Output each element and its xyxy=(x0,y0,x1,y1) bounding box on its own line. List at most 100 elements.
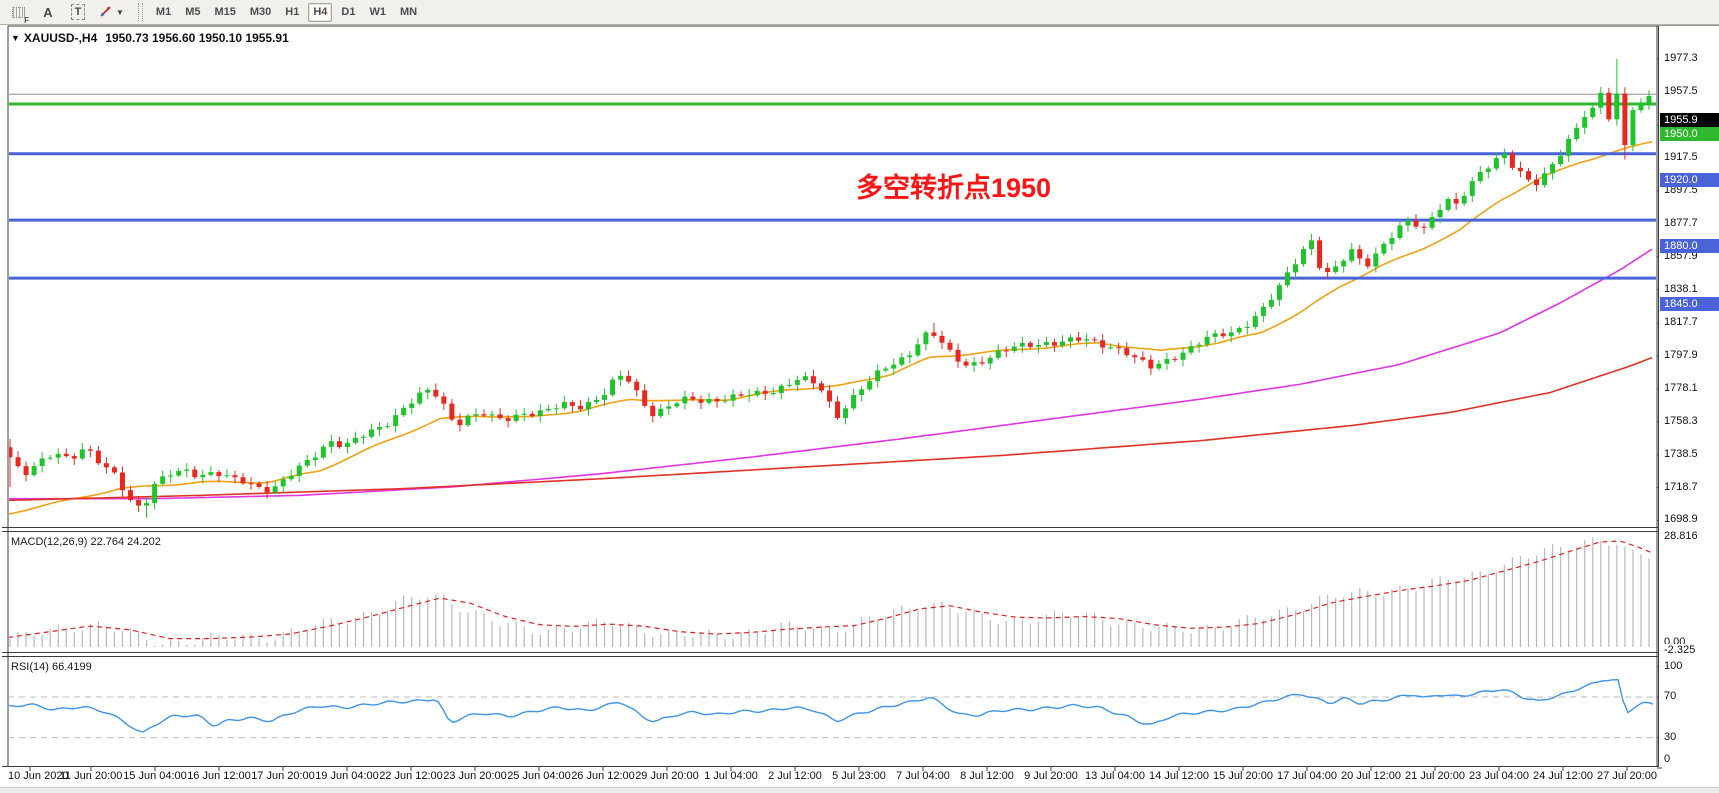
candle-body xyxy=(529,413,535,416)
candle-body xyxy=(1373,253,1379,267)
candle-body xyxy=(328,441,334,447)
candle-body xyxy=(256,483,262,487)
candle-body xyxy=(232,475,238,478)
candle-body xyxy=(1084,339,1090,341)
candle-body xyxy=(939,335,945,343)
candle-body xyxy=(899,357,905,365)
candle-body xyxy=(770,393,776,395)
candle-body xyxy=(594,399,600,403)
arrows-tool-icon[interactable]: ▼ xyxy=(98,2,124,22)
candle-body xyxy=(192,469,198,478)
candle-body xyxy=(160,476,166,484)
timeframe-button-W1[interactable]: W1 xyxy=(369,6,386,18)
time-axis[interactable]: 10 Jun 2020 11 Jun 20:00 15 Jun 04:00 16 Ju… xyxy=(0,768,1719,786)
time-axis-label: 29 Jun 20:00 xyxy=(635,770,699,782)
candle-body xyxy=(240,477,246,484)
candle-body xyxy=(794,380,800,385)
candle-body xyxy=(473,414,479,416)
candle-body xyxy=(497,414,503,419)
candle-body xyxy=(1445,198,1451,210)
candle-body xyxy=(730,394,736,401)
time-axis-label: 21 Jul 20:00 xyxy=(1405,770,1465,782)
candle-body xyxy=(706,399,712,403)
time-axis-label: 14 Jul 12:00 xyxy=(1149,770,1209,782)
candle-body xyxy=(1228,332,1234,337)
candle-body xyxy=(859,389,865,396)
candle-body xyxy=(915,344,921,356)
candle-body xyxy=(545,408,551,411)
candle-body xyxy=(39,458,45,467)
time-axis-label: 16 Jun 12:00 xyxy=(187,770,251,782)
candle-body xyxy=(1244,326,1250,329)
macd-axis-min: -2.325 xyxy=(1664,644,1696,656)
candle-body xyxy=(1413,220,1419,227)
ma-fast-orange[interactable] xyxy=(8,141,1653,515)
text-label-icon[interactable]: T xyxy=(68,2,88,22)
candle-body xyxy=(144,503,150,506)
price-tick-label: 1838.1 xyxy=(1664,282,1698,295)
candle-body xyxy=(377,426,383,430)
candle-body xyxy=(1301,249,1307,265)
candle-body xyxy=(1493,158,1499,169)
time-axis-label: 19 Jun 04:00 xyxy=(315,770,379,782)
candle-body xyxy=(1027,342,1033,347)
candle-body xyxy=(553,408,559,410)
timeframe-toolbar: M1 M5 M15 M30 H1 H4 D1 W1 MN xyxy=(151,2,422,22)
price-pane xyxy=(8,58,1656,518)
candle-body xyxy=(409,403,415,408)
candle-body xyxy=(1188,346,1194,353)
text-a-icon[interactable]: A xyxy=(43,4,53,20)
time-axis-label: 15 Jun 04:00 xyxy=(123,770,187,782)
candle-body xyxy=(1124,348,1130,356)
timeframe-button-H1[interactable]: H1 xyxy=(285,6,300,18)
time-axis-label: 27 Jul 20:00 xyxy=(1597,770,1657,782)
candle-body xyxy=(577,405,583,410)
candle-body xyxy=(650,405,656,417)
candle-body xyxy=(1525,171,1531,180)
candle-body xyxy=(1598,92,1604,108)
candle-body xyxy=(1365,258,1371,267)
candle-body xyxy=(304,459,310,466)
candle-body xyxy=(1630,110,1636,146)
toolbar-drag-handle[interactable] xyxy=(137,3,143,21)
symbol-timeframe-label: XAUUSD-,H4 xyxy=(23,31,98,45)
timeframe-button-H4[interactable]: H4 xyxy=(308,2,333,22)
grid-f-icon[interactable]: F xyxy=(8,2,29,25)
candle-body xyxy=(746,395,752,397)
timeframe-button-M1[interactable]: M1 xyxy=(155,6,172,18)
candle-body xyxy=(1172,359,1178,361)
candle-body xyxy=(1566,139,1572,156)
candle-body xyxy=(867,381,873,390)
price-axis[interactable]: 1957.51917.51877.71977.31937.11897.51857… xyxy=(1658,26,1719,767)
candle-body xyxy=(674,403,680,407)
timeframe-button-M5[interactable]: M5 xyxy=(185,6,201,18)
candle-body xyxy=(481,414,487,416)
time-axis-label: 1 Jul 04:00 xyxy=(704,770,758,782)
timeframe-button-D1[interactable]: D1 xyxy=(341,6,356,18)
symbol-dropdown-caret[interactable]: ▼ xyxy=(11,33,20,43)
time-axis-label: 2 Jul 12:00 xyxy=(768,770,822,782)
chart-annotation-text[interactable]: 多空转折点1950 xyxy=(856,173,1052,203)
candle-body xyxy=(31,466,37,476)
candle-body xyxy=(128,490,134,501)
candle-body xyxy=(1292,264,1298,273)
candle-body xyxy=(1051,342,1057,346)
ma-slow-red[interactable] xyxy=(8,356,1653,502)
ma-mid-magenta[interactable] xyxy=(8,248,1653,500)
candle-body xyxy=(569,402,575,406)
candle-body xyxy=(71,456,77,459)
time-axis-label: 15 Jul 20:00 xyxy=(1213,770,1273,782)
candle-body xyxy=(561,402,567,409)
candle-body xyxy=(9,447,13,458)
candle-body xyxy=(907,355,913,358)
candle-body xyxy=(1164,359,1170,364)
candle-body xyxy=(1606,92,1612,120)
candle-body xyxy=(393,415,399,427)
candle-body xyxy=(1638,103,1644,111)
grid-f-letter: F xyxy=(24,16,29,25)
timeframe-button-MN[interactable]: MN xyxy=(399,6,418,18)
timeframe-button-M30[interactable]: M30 xyxy=(249,6,272,18)
timeframe-button-M15[interactable]: M15 xyxy=(214,6,236,18)
candle-body xyxy=(1437,209,1443,218)
